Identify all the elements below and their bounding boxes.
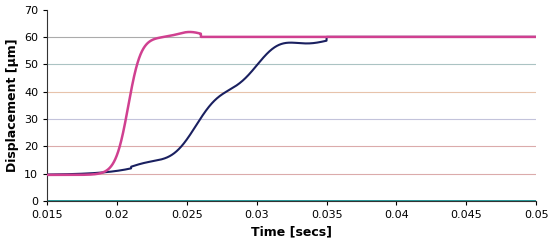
X-axis label: Time [secs]: Time [secs]: [251, 225, 332, 238]
Y-axis label: Displacement [µm]: Displacement [µm]: [6, 38, 18, 172]
